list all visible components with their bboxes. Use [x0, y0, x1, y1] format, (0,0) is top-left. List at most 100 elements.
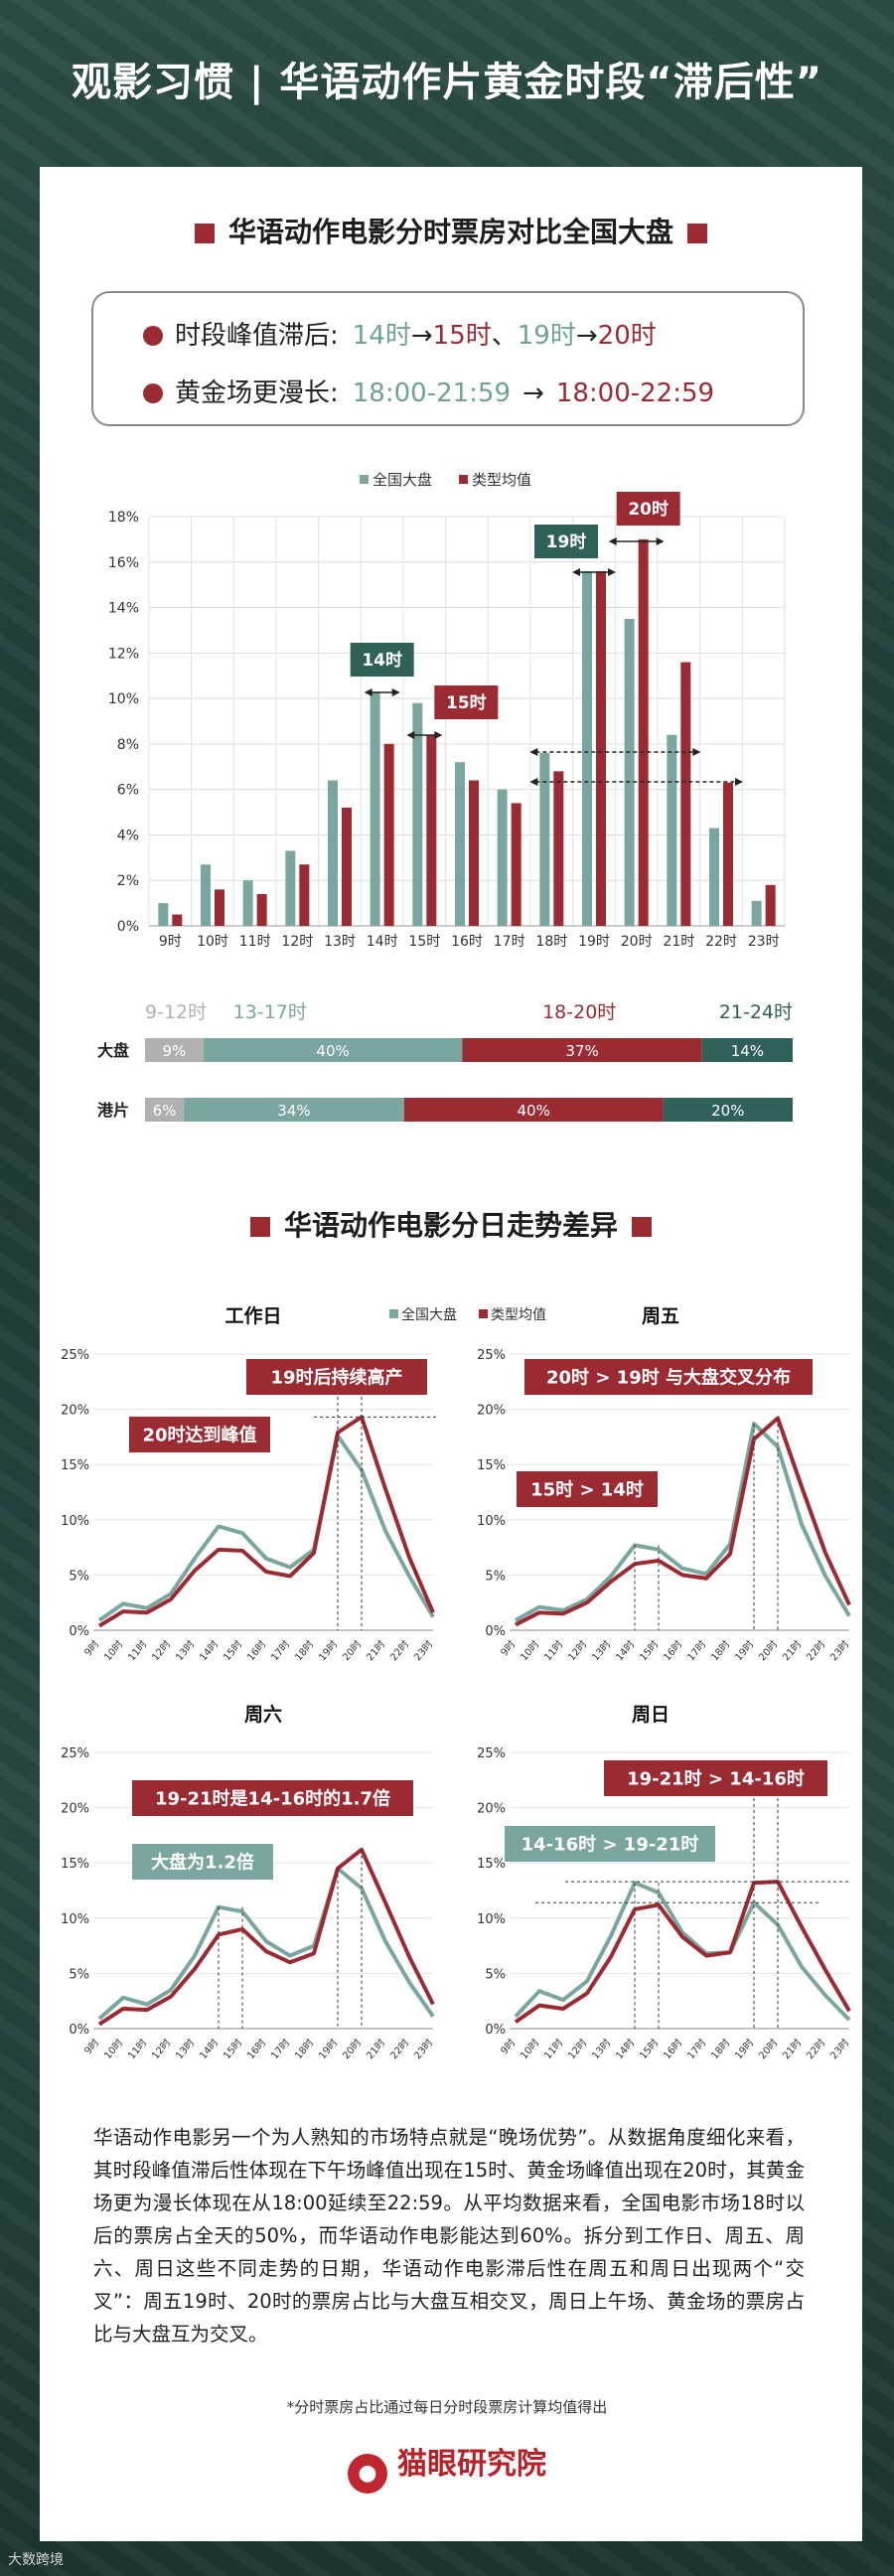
finding-value: 20时	[597, 321, 657, 351]
x-tick-label: 10时	[101, 2037, 125, 2061]
cat-logo-icon: ●	[348, 2454, 387, 2494]
bullet-dot-icon	[143, 326, 163, 346]
annotation-label: 14时	[362, 651, 402, 671]
y-tick-label: 6%	[117, 783, 139, 799]
x-tick-label: 18时	[708, 1638, 732, 1663]
x-tick-label: 12时	[565, 1638, 589, 1663]
x-tick-label: 14时	[613, 2037, 637, 2061]
finding-value: 14时	[352, 321, 411, 351]
y-tick-label: 18%	[108, 510, 139, 526]
x-tick-label: 17时	[684, 2037, 708, 2061]
arrow-head-icon	[735, 778, 743, 786]
y-tick-label: 16%	[108, 555, 139, 571]
y-tick-label: 15%	[61, 1458, 89, 1473]
x-tick-label: 9时	[499, 1638, 519, 1658]
finding-separator: 、	[491, 321, 518, 351]
section-title-text: 华语动作电影分日走势差异	[283, 1209, 618, 1242]
x-tick-label: 13时	[324, 934, 356, 950]
x-tick-label: 21时	[364, 1638, 387, 1663]
x-tick-label: 13时	[173, 1638, 197, 1663]
legend-label-genre: 类型均值	[491, 1307, 546, 1323]
annotation-label: 19-21时是14-16时的1.7倍	[155, 1787, 390, 1809]
x-tick-label: 14时	[613, 1638, 637, 1663]
bar-genre	[383, 743, 394, 926]
segment-value-label: 40%	[518, 1102, 550, 1120]
segment-group-label: 21-24时	[719, 1001, 793, 1023]
annotation-label-box	[350, 643, 414, 677]
x-tick-label: 15时	[408, 934, 440, 950]
x-tick-label: 10时	[518, 1638, 541, 1663]
arrow-icon: →	[410, 321, 433, 351]
arrow-head-icon	[572, 568, 580, 576]
annotation-label: 20时	[628, 500, 669, 520]
x-tick-label: 21时	[364, 2037, 387, 2061]
x-tick-label: 12时	[281, 934, 313, 950]
x-tick-label: 10时	[197, 934, 228, 950]
line-series-genre	[97, 1415, 435, 1628]
x-tick-label: 22时	[804, 2037, 827, 2061]
segment-group-label: 9-12时	[145, 1001, 207, 1023]
arrow-head-icon	[406, 731, 415, 739]
watermark: 大数跨境	[8, 2552, 64, 2568]
panel-title: 周五	[642, 1305, 679, 1327]
y-tick-label: 0%	[69, 2023, 89, 2038]
x-tick-label: 12时	[149, 2037, 173, 2061]
annotation-label-box	[505, 1826, 715, 1862]
arrow-icon: →	[575, 321, 598, 351]
bar-genre	[256, 893, 267, 926]
arrow-head-icon	[608, 568, 616, 576]
x-tick-label: 20时	[756, 1638, 780, 1663]
y-tick-label: 15%	[477, 1458, 506, 1473]
key-findings-box: 时段峰值滞后: 14时→15时、19时→20时 黄金场更漫长: 18:00-21:5…	[91, 291, 805, 426]
y-tick-label: 25%	[61, 1348, 89, 1363]
x-tick-label: 15时	[221, 2037, 244, 2061]
x-tick-label: 11时	[125, 2037, 149, 2061]
annotation-label-box	[129, 1417, 270, 1452]
annotation-label: 19时后持续高产	[270, 1366, 402, 1388]
x-tick-label: 12时	[565, 2037, 589, 2061]
line-series-genre	[515, 1416, 851, 1627]
y-tick-label: 20%	[61, 1802, 89, 1817]
brand-logo-text: 猫眼研究院	[397, 2447, 546, 2482]
y-tick-label: 14%	[108, 601, 139, 617]
x-tick-label: 10时	[101, 1638, 125, 1663]
finding-label: 时段峰值滞后:	[175, 321, 339, 351]
row-label: 港片	[97, 1101, 129, 1120]
y-tick-label: 10%	[477, 1514, 506, 1529]
y-tick-label: 10%	[61, 1912, 89, 1927]
legend-swatch-genre	[479, 1309, 488, 1318]
x-tick-label: 13时	[589, 1638, 613, 1663]
x-tick-label: 16时	[661, 2037, 684, 2061]
finding-value: 19时	[517, 321, 576, 351]
x-tick-label: 21时	[780, 2037, 804, 2061]
x-tick-label: 17时	[268, 1638, 292, 1663]
arrow-head-icon	[529, 778, 538, 786]
bar-genre	[553, 771, 564, 926]
finding-label: 黄金场更漫长:	[175, 379, 339, 408]
bar-market	[497, 789, 508, 926]
y-tick-label: 5%	[69, 1967, 89, 1982]
bar-market	[667, 734, 677, 926]
x-tick-label: 19时	[316, 1638, 340, 1663]
y-tick-label: 8%	[117, 737, 139, 753]
bar-market	[370, 691, 380, 926]
y-tick-label: 15%	[477, 1857, 506, 1872]
segment-value-label: 37%	[565, 1042, 598, 1060]
x-tick-label: 20时	[756, 2037, 780, 2061]
row-label: 大盘	[97, 1041, 129, 1060]
annotation-label: 15时 > 14时	[530, 1479, 644, 1500]
stacked-segment	[145, 1038, 204, 1062]
annotation-label-box	[132, 1780, 413, 1816]
bar-market	[709, 828, 719, 926]
y-tick-label: 10%	[61, 1514, 89, 1529]
y-tick-label: 5%	[485, 1967, 506, 1982]
line-series-genre	[97, 1847, 435, 2027]
annotation-label: 20时 > 19时 与大盘交叉分布	[546, 1366, 791, 1388]
arrow-head-icon	[391, 688, 400, 696]
bar-genre	[215, 889, 224, 926]
arrow-icon: →	[522, 379, 544, 408]
segment-value-label: 34%	[277, 1102, 310, 1120]
x-tick-label: 15时	[221, 1638, 244, 1663]
y-tick-label: 5%	[69, 1569, 89, 1584]
